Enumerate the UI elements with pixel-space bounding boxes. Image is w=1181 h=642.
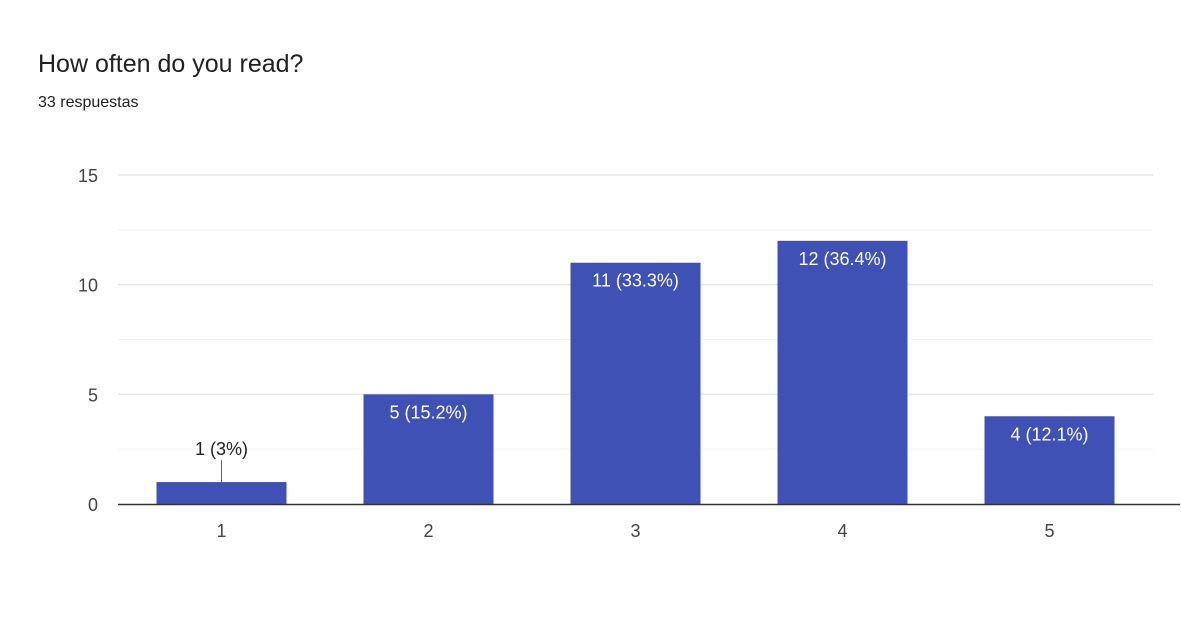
bar xyxy=(777,240,908,505)
question-title: How often do you read? xyxy=(38,50,304,78)
y-tick-label: 5 xyxy=(88,385,98,405)
x-axis-ticks: 1 2 3 4 5 xyxy=(216,521,1054,541)
x-tick-label: 2 xyxy=(423,521,433,541)
data-label: 12 (36.4%) xyxy=(798,249,886,269)
x-tick-label: 4 xyxy=(837,521,847,541)
data-label: 4 (12.1%) xyxy=(1010,424,1088,444)
x-tick-label: 1 xyxy=(216,521,226,541)
x-tick-label: 3 xyxy=(630,521,640,541)
y-tick-label: 10 xyxy=(78,276,98,296)
y-axis-ticks: 0 5 10 15 xyxy=(78,166,98,515)
bar xyxy=(156,482,287,504)
y-tick-label: 0 xyxy=(88,495,98,515)
bars xyxy=(156,240,1115,505)
y-tick-label: 15 xyxy=(78,166,98,186)
data-label: 1 (3%) xyxy=(195,439,248,459)
bar xyxy=(570,262,701,504)
data-label: 5 (15.2%) xyxy=(389,402,467,422)
response-count: 33 respuestas xyxy=(38,94,139,111)
bar-data-labels: 1 (3%) 5 (15.2%) 11 (33.3%) 12 (36.4%) 4 (12… xyxy=(195,249,1089,483)
bar xyxy=(984,416,1115,504)
bar xyxy=(363,394,494,504)
x-tick-label: 5 xyxy=(1044,521,1054,541)
data-label: 11 (33.3%) xyxy=(592,271,679,291)
